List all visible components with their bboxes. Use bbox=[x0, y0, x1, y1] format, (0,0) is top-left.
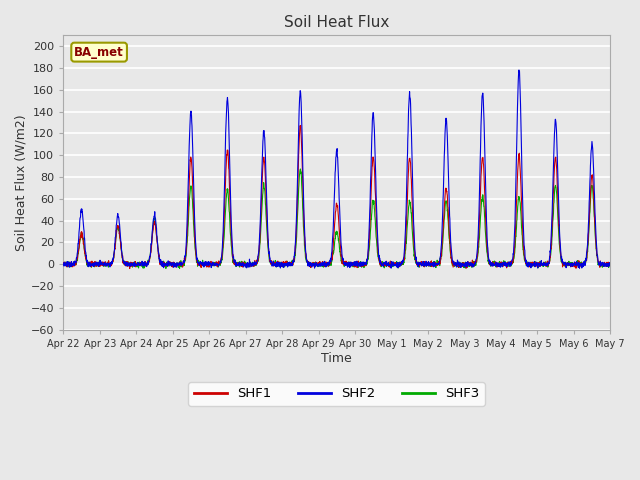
Y-axis label: Soil Heat Flux (W/m2): Soil Heat Flux (W/m2) bbox=[15, 114, 28, 251]
X-axis label: Time: Time bbox=[321, 351, 352, 364]
Title: Soil Heat Flux: Soil Heat Flux bbox=[284, 15, 389, 30]
Text: BA_met: BA_met bbox=[74, 46, 124, 59]
Legend: SHF1, SHF2, SHF3: SHF1, SHF2, SHF3 bbox=[188, 382, 485, 406]
